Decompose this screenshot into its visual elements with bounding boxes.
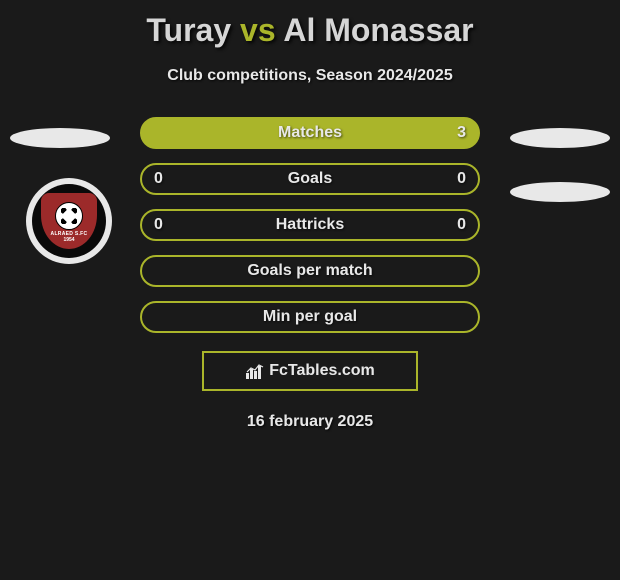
watermark-text: FcTables.com xyxy=(269,362,375,380)
stat-row-hattricks: 0 Hattricks 0 xyxy=(140,209,480,241)
stat-left-value: 0 xyxy=(154,170,163,188)
stat-row-goals: 0 Goals 0 xyxy=(140,163,480,195)
stat-row-matches: Matches 3 xyxy=(140,117,480,149)
club1-badge: ALRAED S.FC 1954 xyxy=(26,178,112,264)
stat-label: Hattricks xyxy=(276,216,344,234)
stat-label: Goals xyxy=(288,170,332,188)
badge-year: 1954 xyxy=(63,237,74,243)
bar-chart-icon xyxy=(245,363,265,379)
stat-right-value: 0 xyxy=(457,216,466,234)
stat-right-value: 0 xyxy=(457,170,466,188)
stat-label: Matches xyxy=(278,124,342,142)
stat-label: Min per goal xyxy=(263,308,357,326)
title-player2: Al Monassar xyxy=(283,12,473,48)
club2-placeholder-icon xyxy=(510,182,610,202)
watermark: FcTables.com xyxy=(202,351,418,391)
date-label: 16 february 2025 xyxy=(0,413,620,431)
stat-label: Goals per match xyxy=(247,262,372,280)
player2-placeholder-icon xyxy=(510,128,610,148)
soccer-ball-icon xyxy=(55,202,83,230)
stat-row-min-per-goal: Min per goal xyxy=(140,301,480,333)
subtitle: Club competitions, Season 2024/2025 xyxy=(0,67,620,85)
player1-placeholder-icon xyxy=(10,128,110,148)
title-vs: vs xyxy=(240,12,276,48)
page-title: Turay vs Al Monassar xyxy=(0,0,620,49)
shield-icon: ALRAED S.FC 1954 xyxy=(41,193,97,249)
stat-right-value: 3 xyxy=(457,124,466,142)
club1-badge-inner: ALRAED S.FC 1954 xyxy=(32,184,106,258)
comparison-card: Turay vs Al Monassar Club competitions, … xyxy=(0,0,620,580)
stat-left-value: 0 xyxy=(154,216,163,234)
stat-row-goals-per-match: Goals per match xyxy=(140,255,480,287)
title-player1: Turay xyxy=(146,12,231,48)
